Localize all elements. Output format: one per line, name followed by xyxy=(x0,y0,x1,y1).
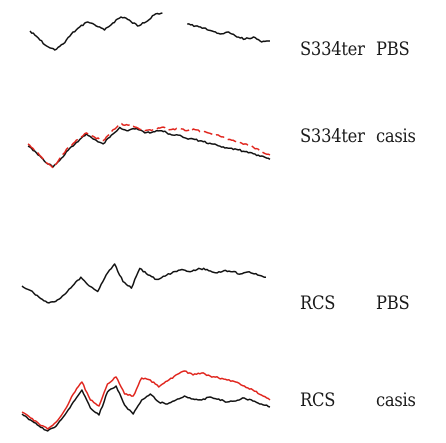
panel-3-condition-label: PBS xyxy=(376,292,410,314)
panel-1-series-1-trace-part-2 xyxy=(187,23,270,43)
panel-4-series-2-trace xyxy=(21,370,271,430)
panel-3-strain-label: RCS xyxy=(300,292,336,314)
panel-3-traces xyxy=(21,263,266,304)
panel-1-condition-label: PBS xyxy=(376,38,410,60)
panel-2-strain-label: S334ter xyxy=(300,125,365,147)
panel-4-traces xyxy=(21,370,271,432)
panel-2-condition-label: casis xyxy=(376,125,416,147)
panel-2-series-2-trace xyxy=(27,122,271,169)
panel-2-traces xyxy=(27,122,271,169)
panel-4-strain-label: RCS xyxy=(300,389,336,411)
panel-4-condition-label: casis xyxy=(376,389,416,411)
panel-4-series-1-trace xyxy=(21,385,271,432)
panel-3-series-1-trace xyxy=(21,263,266,304)
panel-1-strain-label: S334ter xyxy=(300,38,365,60)
panel-2-series-1-trace xyxy=(27,126,271,168)
panel-1-traces xyxy=(29,12,270,51)
panel-1-series-1-trace-part-1 xyxy=(29,12,163,51)
